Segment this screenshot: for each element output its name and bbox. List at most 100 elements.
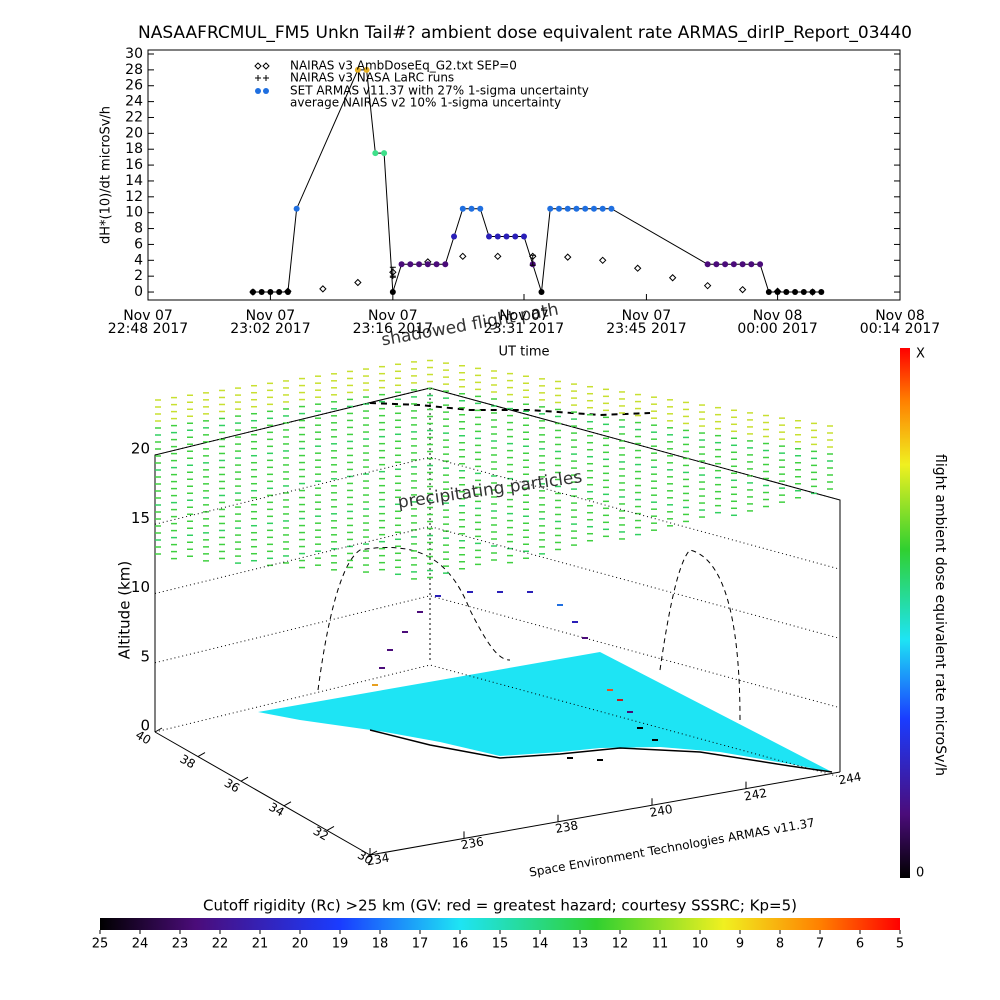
y-tick-label: 18 (125, 141, 143, 157)
lon-tick-label: 238 (554, 818, 579, 836)
y-tick-label: 14 (125, 173, 143, 189)
dot-marker (564, 205, 571, 212)
colorbar (900, 348, 910, 878)
colorbar-tick-label: 13 (572, 937, 589, 952)
colorbar-tick-label: 21 (252, 937, 269, 952)
diamond-marker (494, 252, 502, 261)
x-tick-label: 23:31 2017 (484, 321, 564, 337)
dot-marker (748, 261, 755, 268)
dot-marker (800, 289, 807, 296)
dot-marker (608, 205, 615, 212)
colorbar-tick-label: 8 (776, 937, 784, 952)
y-tick-label: 12 (125, 189, 143, 205)
dot-marker (494, 233, 501, 240)
diamond-marker (598, 256, 607, 265)
colorbar-tick-label: 5 (896, 937, 904, 952)
y-tick-label: 26 (125, 78, 143, 94)
dot-marker (293, 205, 300, 212)
dot-marker (442, 261, 449, 268)
colorbar-tick-label: 9 (736, 937, 744, 952)
dot-marker (433, 261, 440, 268)
legend-label: SET ARMAS v11.37 with 27% 1-sigma uncert… (290, 84, 589, 98)
y-tick-label: 4 (134, 252, 143, 268)
dot-marker (573, 205, 580, 212)
dot-marker (389, 289, 396, 296)
lon-tick-label: 236 (460, 834, 485, 852)
z-tick-label: 15 (131, 509, 150, 527)
x-tick-label: Nov 07 (368, 308, 418, 324)
diamond-marker (668, 274, 677, 282)
x-tick-label: Nov 07 (499, 308, 549, 324)
x-tick-label: 23:02 2017 (230, 321, 310, 337)
x-tick-label: 00:14 2017 (860, 321, 940, 337)
flight-shadow (659, 549, 741, 721)
x-tick-label: 22:48 2017 (108, 321, 188, 337)
colorbar-tick-label: 11 (652, 937, 669, 952)
dot-marker (590, 205, 597, 212)
colorbar-tick-label: 7 (816, 937, 824, 952)
dot-marker (713, 261, 720, 268)
lat-tick-label: 38 (178, 752, 198, 772)
colorbar-tick-label: 25 (92, 937, 109, 952)
dot-marker (818, 289, 825, 296)
lon-tick-label: 240 (649, 802, 674, 820)
y-tick-label: 30 (125, 46, 143, 62)
y-tick-label: 8 (134, 221, 143, 237)
lat-tick (326, 825, 335, 831)
plus-marker (255, 75, 261, 81)
y-tick-label: 10 (125, 205, 143, 221)
colorbar-tick-label: 16 (452, 937, 469, 952)
dot-marker (599, 205, 606, 212)
x-tick-label: 23:16 2017 (353, 321, 433, 337)
annotation: precipitating particles (397, 467, 584, 513)
lat-tick (154, 727, 163, 733)
colorbar-tick-label: 10 (692, 937, 709, 952)
dot-marker (503, 233, 510, 240)
dot-marker (354, 66, 361, 73)
dot-marker (783, 289, 790, 296)
diamond-marker (564, 253, 572, 261)
colorbar-tick-label: 14 (532, 937, 549, 952)
y-tick-label: 20 (125, 125, 143, 141)
dot-marker (267, 289, 274, 296)
dot-marker (249, 289, 256, 296)
colorbar-tick-label: 23 (172, 937, 189, 952)
diamond-marker (703, 281, 712, 290)
dot-marker (521, 233, 527, 240)
dot-marker (582, 205, 589, 212)
dot-marker (263, 88, 269, 94)
lon-tick-label: 242 (743, 786, 768, 804)
legend-label: NAIRAS v3 AmbDoseEq_G2.txt SEP=0 (290, 59, 517, 73)
lat-tick (369, 850, 378, 856)
z-axis-label: Altitude (km) (116, 561, 134, 659)
dot-marker (774, 289, 781, 296)
y-tick-label: 24 (125, 94, 143, 110)
z-tick-label: 10 (131, 578, 150, 596)
colorbar-tick-label: 15 (492, 937, 509, 952)
lon-tick-label: 234 (365, 851, 390, 869)
colorbar-end-label: X (916, 347, 925, 362)
dot-marker (730, 261, 737, 268)
legend-label: average NAIRAS v2 10% 1-sigma uncertaint… (290, 96, 561, 110)
x-tick-label: Nov 07 (123, 308, 173, 324)
lon-tick-label: 244 (837, 770, 862, 788)
dot-marker (407, 261, 414, 268)
lat-tick (197, 752, 206, 758)
lat-tick (240, 776, 249, 782)
dot-marker (704, 261, 711, 268)
y-axis-label: dH*(10)/dt microSv/h (99, 106, 114, 244)
colorbar (100, 918, 900, 930)
y-tick-label: 22 (125, 109, 143, 125)
colorbar-end-label: 0 (916, 866, 924, 881)
colorbar-label: flight ambient dose equivalent rate micr… (932, 454, 948, 776)
dot-marker (486, 233, 493, 240)
dot-marker (255, 88, 261, 94)
x-tick-label: 23:45 2017 (606, 321, 686, 337)
diamond-marker (459, 252, 467, 261)
dot-marker (792, 289, 799, 296)
dot-marker (398, 261, 405, 268)
colorbar-tick-label: 12 (612, 937, 629, 952)
x-tick-label: Nov 07 (622, 308, 672, 324)
